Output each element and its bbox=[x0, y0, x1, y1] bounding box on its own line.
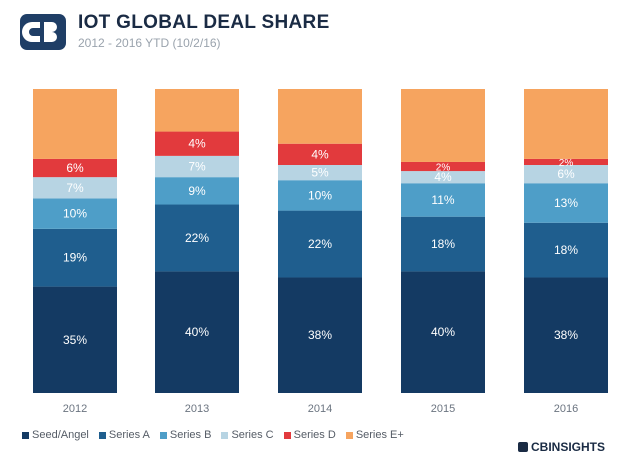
data-label: 2% bbox=[559, 158, 574, 169]
legend-item: Series E+ bbox=[345, 426, 404, 444]
bar-segment-2014-series-b bbox=[278, 180, 362, 211]
brand-label: CBINSIGHTS bbox=[531, 440, 606, 454]
bar-segment-2012-series-a bbox=[33, 228, 117, 287]
bar-segment-2015-series-c bbox=[401, 171, 485, 184]
data-label: 4% bbox=[188, 137, 206, 151]
bar-segment-2015-series-d bbox=[401, 161, 485, 172]
data-label: 11% bbox=[431, 193, 454, 207]
bar-segment-2012-seed-angel bbox=[33, 286, 117, 393]
data-label: 18% bbox=[554, 243, 578, 257]
chart-title: IOT GLOBAL DEAL SHARE bbox=[78, 12, 330, 33]
data-label: 6% bbox=[557, 167, 575, 181]
legend-label: Series C bbox=[231, 429, 274, 441]
data-label: 2% bbox=[436, 163, 451, 174]
legend-item: Series D bbox=[283, 426, 336, 444]
bar-segment-2014-series-a bbox=[278, 210, 362, 278]
data-label: 9% bbox=[188, 184, 206, 198]
x-tick-label: 2013 bbox=[185, 403, 209, 415]
legend-item: Series A bbox=[98, 426, 150, 444]
legend-item: Series C bbox=[221, 426, 274, 444]
data-label: 22% bbox=[308, 237, 332, 251]
bar-segment-2014-series-e- bbox=[278, 89, 362, 144]
bar-segment-2015-series-a bbox=[401, 216, 485, 272]
bar-segment-2016-series-e- bbox=[524, 89, 608, 159]
x-tick-label: 2015 bbox=[431, 403, 455, 415]
data-label: 40% bbox=[185, 325, 209, 339]
x-tick-label: 2016 bbox=[554, 403, 578, 415]
legend-swatch bbox=[221, 431, 229, 439]
bar-segment-2015-seed-angel bbox=[401, 271, 485, 393]
legend-label: Series A bbox=[108, 429, 150, 441]
bar-segment-2013-seed-angel bbox=[155, 271, 239, 393]
data-label: 38% bbox=[554, 328, 578, 342]
data-label: 4% bbox=[311, 147, 329, 161]
legend-swatch bbox=[283, 431, 291, 439]
bar-segment-2014-series-d bbox=[278, 143, 362, 165]
data-label: 4% bbox=[434, 170, 452, 184]
legend-item: Seed/Angel bbox=[22, 426, 89, 444]
x-tick-label: 2014 bbox=[308, 403, 332, 415]
legend-label: Series B bbox=[169, 429, 212, 441]
data-label: 18% bbox=[431, 237, 455, 251]
bar-segment-2013-series-c bbox=[155, 155, 239, 178]
legend-swatch bbox=[345, 431, 353, 439]
bar-segment-2013-series-b bbox=[155, 177, 239, 205]
data-label: 5% bbox=[311, 166, 329, 180]
bar-segment-2013-series-e- bbox=[155, 89, 239, 132]
legend-label: Series E+ bbox=[355, 429, 404, 441]
brand-mark-icon bbox=[518, 442, 528, 452]
data-label: 38% bbox=[308, 328, 332, 342]
data-label: 10% bbox=[308, 188, 332, 202]
legend-item: Series B bbox=[159, 426, 212, 444]
chart-subtitle: 2012 - 2016 YTD (10/2/16) bbox=[78, 36, 221, 50]
bar-segment-2013-series-a bbox=[155, 204, 239, 272]
cb-insights-logo-icon bbox=[20, 14, 66, 50]
data-label: 19% bbox=[63, 251, 87, 265]
bar-segment-2013-series-d bbox=[155, 131, 239, 156]
legend-label: Seed/Angel bbox=[32, 429, 89, 441]
bar-segment-2012-series-c bbox=[33, 177, 117, 199]
cb-insights-brand: CBINSIGHTS bbox=[518, 440, 605, 460]
bar-segment-2016-series-a bbox=[524, 222, 608, 278]
bar-segment-2012-series-b bbox=[33, 198, 117, 229]
data-label: 13% bbox=[554, 196, 578, 210]
data-label: 10% bbox=[63, 207, 87, 221]
legend-swatch bbox=[98, 431, 106, 439]
bar-segment-2015-series-b bbox=[401, 183, 485, 217]
data-label: 35% bbox=[63, 333, 87, 347]
legend-swatch bbox=[22, 431, 29, 439]
bar-segment-2016-series-d bbox=[524, 158, 608, 165]
x-tick-label: 2012 bbox=[63, 403, 87, 415]
bar-segment-2012-series-d bbox=[33, 158, 117, 178]
bar-segment-2012-series-e- bbox=[33, 89, 117, 159]
chart-legend: Seed/Angel Series A Series B Series C Series… bbox=[22, 426, 414, 444]
bar-segment-2016-series-b bbox=[524, 183, 608, 223]
data-label: 7% bbox=[188, 160, 206, 174]
data-label: 6% bbox=[66, 161, 84, 175]
data-label: 22% bbox=[185, 231, 209, 245]
data-label: 7% bbox=[66, 181, 84, 195]
bar-segment-2016-seed-angel bbox=[524, 277, 608, 393]
legend-label: Series D bbox=[293, 429, 336, 441]
bar-segment-2016-series-c bbox=[524, 165, 608, 184]
legend-swatch bbox=[159, 431, 167, 439]
stacked-bar-chart: 35% 19% 10% 7% 6% 2012 40% 22% 9% 7% 4% 2013 38% 22% 1… bbox=[33, 89, 608, 415]
bar-segment-2015-series-e- bbox=[401, 89, 485, 162]
bar-segment-2014-series-c bbox=[278, 165, 362, 181]
data-label: 40% bbox=[431, 325, 455, 339]
bar-segment-2014-seed-angel bbox=[278, 277, 362, 393]
